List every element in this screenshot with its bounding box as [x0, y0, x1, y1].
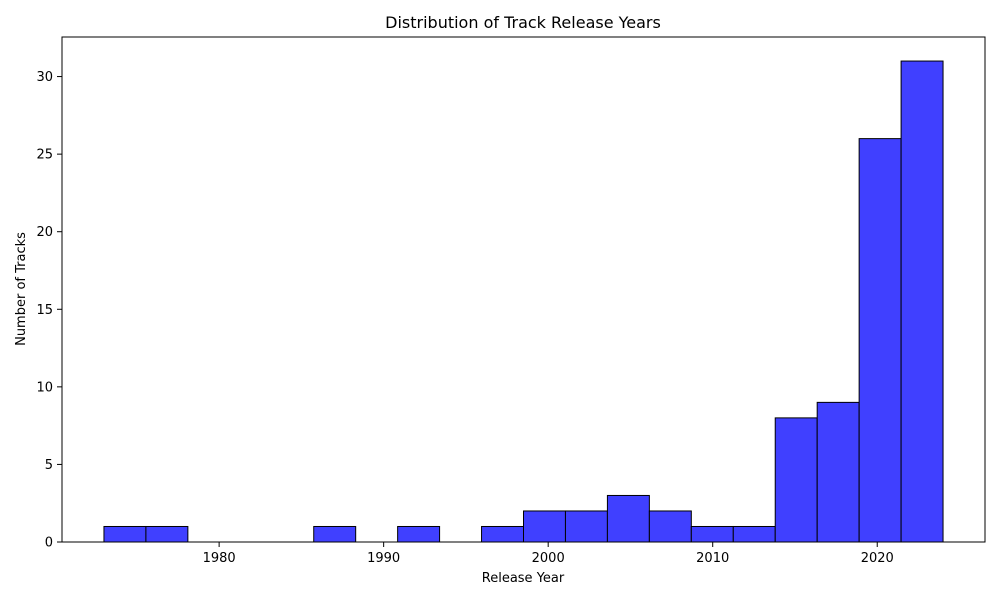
y-axis-ticks: 0 5 10 15 20 25 30: [36, 70, 62, 551]
histogram-bar: [732, 525, 776, 543]
y-tick-label: 20: [36, 225, 53, 240]
x-axis-ticks: 1980 1990 2000 2010 2020: [203, 542, 894, 566]
x-tick-label: 1980: [203, 551, 236, 566]
histogram-bar: [397, 525, 441, 543]
y-tick-label: 5: [45, 458, 53, 473]
x-tick-label: 2020: [861, 551, 894, 566]
y-tick-label: 30: [36, 70, 53, 85]
histogram-bar: [690, 525, 734, 543]
histogram-bar: [564, 510, 608, 543]
histogram-bar: [606, 494, 650, 543]
x-tick-label: 2010: [696, 551, 729, 566]
chart-title: Distribution of Track Release Years: [385, 13, 661, 32]
histogram-bar: [523, 510, 566, 543]
histogram-bar: [858, 138, 902, 543]
histogram-bar: [816, 401, 860, 543]
y-axis-label: Number of Tracks: [14, 232, 29, 346]
y-tick-label: 10: [36, 380, 53, 395]
histogram-bar: [900, 60, 944, 543]
histogram-bar: [103, 525, 147, 543]
bars-group: [103, 60, 944, 543]
histogram-bar: [481, 525, 524, 543]
histogram-bar: [145, 525, 189, 543]
x-axis-label: Release Year: [482, 571, 565, 586]
x-tick-label: 2000: [532, 551, 565, 566]
y-tick-label: 25: [36, 148, 53, 163]
y-tick-label: 15: [36, 303, 53, 318]
x-tick-label: 1990: [367, 551, 400, 566]
histogram-bar: [313, 525, 357, 543]
plot-frame: [61, 36, 986, 543]
histogram-bar: [648, 510, 692, 543]
y-tick-label: 0: [45, 536, 53, 551]
histogram-bar: [774, 417, 818, 543]
